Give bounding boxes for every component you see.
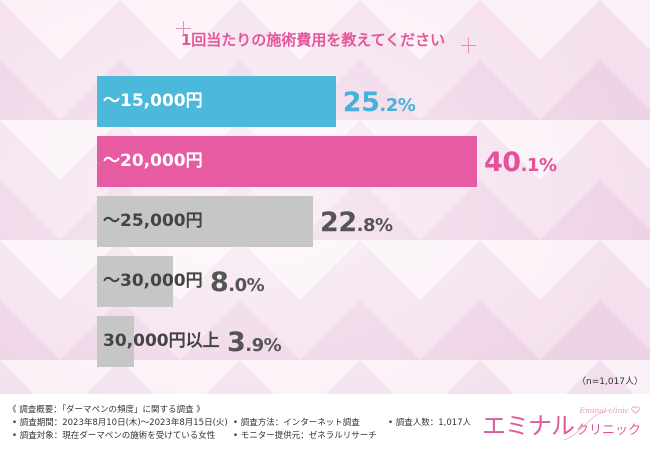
bar-value-label: 22.8% bbox=[320, 196, 393, 247]
bar-value-label: 3.9% bbox=[227, 316, 282, 367]
survey-respondents: 調査人数：1,017人 bbox=[388, 418, 471, 429]
bar bbox=[97, 256, 173, 307]
bar-row: 〜15,000円 25.2% bbox=[0, 76, 650, 127]
value-decimal: .8% bbox=[356, 215, 393, 236]
heart-icon bbox=[631, 406, 640, 414]
sparkle-icon bbox=[176, 21, 191, 36]
bar-row: 〜25,000円 22.8% bbox=[0, 196, 650, 247]
logo-swoosh bbox=[563, 409, 611, 441]
bar-value-label: 40.1% bbox=[484, 136, 557, 187]
bar-category-label: 〜25,000円 bbox=[103, 211, 203, 231]
bar-row: 〜20,000円 40.1% bbox=[0, 136, 650, 187]
bar-category-label: 〜15,000円 bbox=[103, 91, 203, 111]
value-decimal: .1% bbox=[520, 155, 557, 176]
bar bbox=[97, 196, 314, 247]
bar bbox=[97, 136, 477, 187]
value-decimal: .9% bbox=[245, 335, 282, 356]
value-integer: 25 bbox=[342, 87, 380, 118]
bar-value-label: 25.2% bbox=[342, 76, 416, 127]
survey-period: 調査期間：2023年8月10日(木)〜2023年8月15日(火) bbox=[12, 418, 228, 429]
value-integer: 8 bbox=[210, 267, 229, 298]
survey-method: 調査方法：インターネット調査 bbox=[233, 418, 360, 429]
value-integer: 22 bbox=[320, 207, 357, 238]
sparkle-icon bbox=[461, 38, 476, 53]
bar-category-label: 〜30,000円 bbox=[103, 271, 203, 291]
bar-category-label: 30,000円以上 bbox=[103, 331, 220, 351]
clinic-logo: エミナル クリニック bbox=[482, 413, 641, 439]
value-decimal: .0% bbox=[228, 275, 265, 296]
bar-category-label: 〜20,000円 bbox=[103, 151, 203, 171]
sample-size-note: （n=1,017人） bbox=[576, 377, 643, 387]
survey-target: 調査対象：現在ダーマペンの施術を受けている女性 bbox=[12, 431, 216, 442]
chart-title: 1回当たりの施術費用を教えてください bbox=[180, 31, 446, 49]
value-integer: 40 bbox=[484, 147, 521, 178]
survey-heading: 《 調査概要：「ダーマペンの頻度」に関する調査 》 bbox=[8, 405, 205, 415]
bar-value-label: 8.0% bbox=[210, 256, 265, 307]
value-decimal: .2% bbox=[379, 95, 416, 116]
logo-main-text: エミナル bbox=[481, 412, 575, 440]
bar-row: 〜30,000円 8.0% bbox=[0, 256, 650, 307]
value-integer: 3 bbox=[227, 327, 246, 358]
bar-row: 30,000円以上 3.9% bbox=[0, 316, 650, 367]
survey-provider: モニター提供元：ゼネラルリサーチ bbox=[233, 431, 377, 442]
logo-sub-text: クリニック bbox=[575, 423, 641, 438]
survey-summary: 《 調査概要：「ダーマペンの頻度」に関する調査 》 調査期間：2023年8月10… bbox=[0, 394, 650, 450]
bar bbox=[97, 316, 134, 367]
logo-script-text: Eminal clinic bbox=[579, 406, 630, 415]
bar bbox=[97, 76, 336, 127]
